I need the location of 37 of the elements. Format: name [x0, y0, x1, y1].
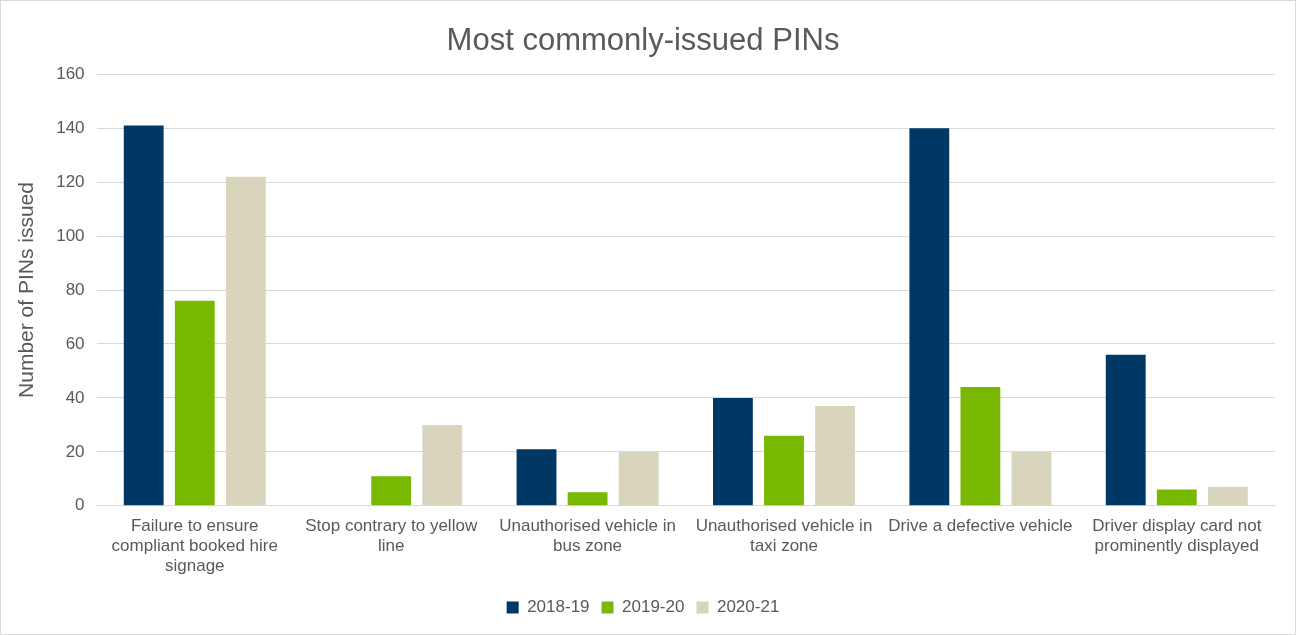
bar [1156, 489, 1197, 506]
bar [123, 125, 164, 506]
legend-label: 2019-20 [622, 597, 685, 617]
bar [764, 435, 804, 506]
y-tick-label: 140 [56, 117, 85, 137]
y-tick-label: 0 [75, 495, 85, 515]
legend-label: 2020-21 [716, 597, 780, 617]
y-tick-label: 100 [56, 225, 85, 245]
bar [567, 492, 608, 506]
bar [909, 128, 950, 506]
bar [371, 476, 412, 506]
y-tick-label: 20 [65, 441, 85, 461]
y-tick-label: 40 [65, 387, 85, 407]
y-tick-label: 80 [65, 279, 85, 299]
x-tick-label: Failure to ensure compliant booked hire signage [111, 515, 278, 576]
x-tick-label: Driver display card not prominently displayed [1092, 515, 1262, 556]
bar [618, 451, 659, 506]
bar [1105, 354, 1146, 506]
bar [1207, 486, 1248, 506]
bar [960, 387, 1001, 506]
bar [516, 449, 557, 506]
y-tick-label: 160 [56, 63, 85, 83]
x-tick-label: Unauthorised vehicle in taxi zone [695, 515, 873, 556]
y-tick-label: 60 [65, 333, 85, 353]
bar [713, 397, 753, 506]
x-tick-label: Unauthorised vehicle in bus zone [499, 515, 676, 556]
y-tick-label: 120 [56, 171, 85, 191]
bar [815, 405, 855, 506]
x-tick-label: Stop contrary to yellow line [305, 515, 478, 556]
bar [225, 176, 266, 506]
bar [174, 300, 215, 506]
x-tick-label: Drive a defective vehicle [888, 515, 1073, 535]
bar [422, 424, 463, 506]
legend-label: 2018-19 [527, 597, 590, 617]
y-axis-title: Number of PINs issued [14, 182, 38, 398]
chart-title: Most commonly-issued PINs [446, 22, 840, 58]
bar [1011, 451, 1052, 506]
